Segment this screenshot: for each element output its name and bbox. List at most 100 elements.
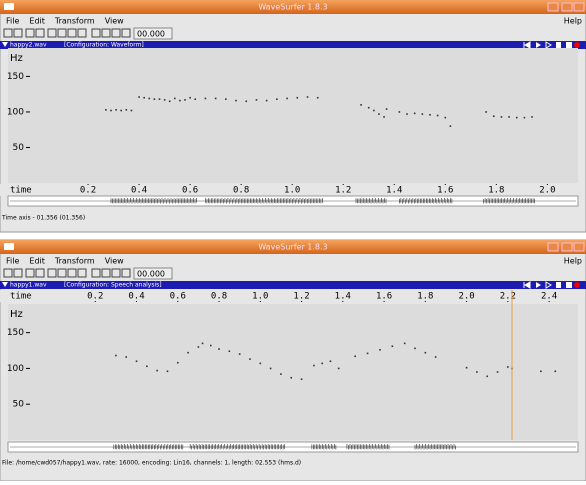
pitch-point: [508, 116, 510, 118]
btn-record[interactable]: [574, 282, 580, 288]
btn-pause[interactable]: [556, 282, 561, 288]
pitch-point: [187, 352, 189, 354]
x-tick-label: 0.4: [131, 186, 147, 196]
pitch-point: [125, 356, 127, 358]
pitch-point: [414, 348, 416, 350]
pitch-point: [429, 114, 431, 116]
pitch-point: [194, 98, 196, 100]
pitch-point: [286, 98, 288, 100]
x-tick-label: 1.8: [488, 186, 504, 196]
pitch-point: [540, 370, 542, 372]
pitch-point: [229, 350, 231, 352]
pitch-point: [368, 107, 370, 109]
x-tick-label: 2.4: [541, 292, 557, 302]
pitch-point: [131, 110, 133, 112]
window-control[interactable]: [548, 3, 558, 11]
x-tick-label: 1.2: [335, 186, 351, 196]
status-bar: File: /home/cwd057/happy1.wav, rate: 160…: [2, 460, 301, 467]
pitch-point: [205, 98, 207, 100]
pitch-point: [210, 345, 212, 347]
window-title: WaveSurfer 1.8.3: [258, 243, 327, 252]
menu-item[interactable]: File: [6, 257, 19, 266]
pitch-point: [301, 378, 303, 380]
file-name: happy2.wav: [10, 42, 47, 49]
configuration: [Configuration: Speech analysis]: [64, 282, 162, 289]
pitch-point: [177, 362, 179, 364]
y-tick-label: 50: [13, 143, 25, 153]
btn-pause[interactable]: [556, 42, 561, 48]
pitch-point: [354, 355, 356, 357]
pitch-point: [425, 352, 427, 354]
menu-item[interactable]: View: [105, 257, 124, 266]
menu-item[interactable]: Transform: [54, 257, 95, 266]
window-menu-button[interactable]: [4, 3, 14, 10]
pitch-point: [386, 108, 388, 110]
btn-stop[interactable]: [566, 42, 572, 48]
y-tick-label: 150: [7, 72, 24, 82]
window-control[interactable]: [574, 243, 584, 251]
pitch-point: [189, 97, 191, 99]
y-tick-label: 50: [13, 400, 25, 410]
x-tick-label: 1.8: [417, 292, 433, 302]
pitch-point: [445, 117, 447, 119]
x-tick-label: 2.0: [539, 186, 555, 196]
menu-item[interactable]: Transform: [54, 17, 95, 26]
menu-help[interactable]: Help: [564, 257, 582, 266]
window-menu-button[interactable]: [4, 243, 14, 250]
pitch-point: [280, 373, 282, 375]
window-control[interactable]: [562, 3, 572, 11]
pitch-point: [156, 370, 158, 372]
menu-item[interactable]: File: [6, 17, 19, 26]
pitch-point: [138, 96, 140, 98]
menu-item[interactable]: Edit: [29, 257, 45, 266]
pitch-point: [379, 349, 381, 351]
pitch-point: [422, 113, 424, 115]
x-tick-label: 1.2: [293, 292, 309, 302]
menu-item[interactable]: View: [105, 17, 124, 26]
pitch-point: [115, 109, 117, 111]
menu-help[interactable]: Help: [564, 17, 582, 26]
pitch-point: [179, 100, 181, 102]
pitch-point: [493, 115, 495, 117]
pitch-point: [249, 358, 251, 360]
pitch-point: [378, 113, 380, 115]
pitch-point: [555, 370, 557, 372]
menu-item[interactable]: Edit: [29, 17, 45, 26]
pitch-point: [485, 111, 487, 113]
pitch-point: [146, 365, 148, 367]
pitch-point: [215, 98, 217, 100]
pitch-point: [225, 98, 227, 100]
x-tick-label: 0.8: [233, 186, 249, 196]
screen: WaveSurfer 1.8.3 File Edit Transform View Hel…: [0, 0, 586, 481]
btn-record[interactable]: [574, 42, 580, 48]
pitch-pane: [8, 48, 578, 183]
x-tick-label: 1.4: [386, 186, 402, 196]
btn-stop[interactable]: [566, 282, 572, 288]
pitch-point: [486, 375, 488, 377]
pitch-point: [507, 366, 509, 368]
pitch-point: [466, 367, 468, 369]
x-tick-label: 0.6: [170, 292, 186, 302]
pitch-point: [105, 109, 107, 111]
pitch-point: [435, 356, 437, 358]
pitch-point: [392, 345, 394, 347]
pitch-point: [313, 365, 315, 367]
x-tick-label: 0.2: [87, 292, 103, 302]
window-title: WaveSurfer 1.8.3: [258, 3, 327, 12]
pitch-point: [414, 113, 416, 115]
configuration: [Configuration: Waveform]: [64, 42, 144, 49]
pitch-point: [270, 368, 272, 370]
pitch-point: [256, 99, 258, 101]
pitch-point: [184, 99, 186, 101]
window-control[interactable]: [574, 3, 584, 11]
pitch-point: [143, 97, 145, 99]
window-control[interactable]: [548, 243, 558, 251]
window-control[interactable]: [562, 243, 572, 251]
pitch-point: [373, 110, 375, 112]
x-tick-label: 0.8: [211, 292, 227, 302]
pitch-point: [239, 353, 241, 355]
pitch-point: [136, 360, 138, 362]
pitch-point: [450, 125, 452, 127]
pitch-point: [399, 111, 401, 113]
pitch-point: [154, 98, 156, 100]
